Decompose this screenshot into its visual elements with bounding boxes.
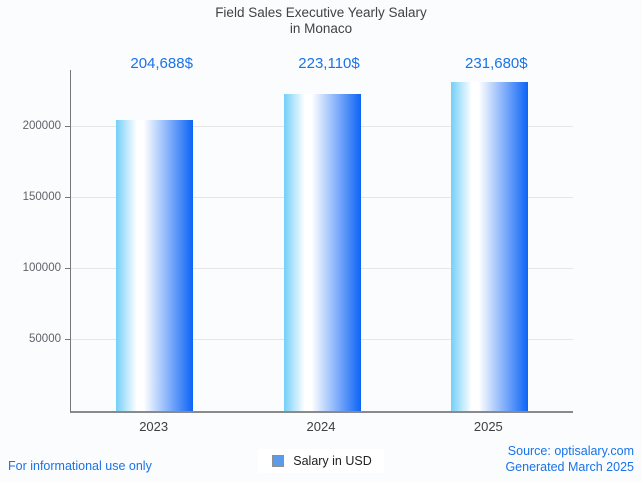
y-axis-tick bbox=[65, 125, 70, 127]
chart-title-line1: Field Sales Executive Yearly Salary bbox=[215, 5, 427, 20]
bar-value-label: 231,680$ bbox=[465, 55, 528, 72]
legend-box: Salary in USD bbox=[258, 449, 384, 473]
legend: Salary in USD bbox=[0, 449, 642, 473]
chart-title-line2: in Monaco bbox=[289, 21, 353, 36]
generated-text: Generated March 2025 bbox=[505, 459, 634, 474]
y-axis-tick bbox=[65, 196, 70, 198]
source-link[interactable]: Source: optisalary.com bbox=[507, 444, 634, 458]
x-category-label: 2024 bbox=[306, 419, 336, 434]
legend-label: Salary in USD bbox=[293, 454, 372, 468]
salary-bar-2024 bbox=[283, 94, 361, 411]
salary-series-marker-icon bbox=[272, 455, 285, 467]
x-category-label: 2023 bbox=[139, 419, 169, 434]
chart-title: Field Sales Executive Yearly Salary in M… bbox=[0, 5, 642, 37]
bar-value-label: 204,688$ bbox=[130, 55, 193, 72]
y-tick-label: 50000 bbox=[29, 332, 61, 345]
disclaimer-text: For informational use only bbox=[8, 459, 152, 473]
bar-value-label: 223,110$ bbox=[298, 55, 360, 72]
source-block: Source: optisalary.com Generated March 2… bbox=[505, 444, 634, 475]
y-tick-label: 150000 bbox=[22, 190, 61, 203]
salary-bar-2023 bbox=[116, 120, 194, 411]
salary-bar-2025 bbox=[450, 81, 528, 411]
y-axis-tick bbox=[65, 267, 70, 269]
y-axis-tick bbox=[65, 338, 70, 340]
y-tick-label: 200000 bbox=[22, 119, 61, 132]
x-category-label: 2025 bbox=[473, 419, 503, 434]
plot-area: 50000 100000 150000 200000 bbox=[23, 70, 573, 413]
y-tick-label: 100000 bbox=[22, 261, 61, 274]
